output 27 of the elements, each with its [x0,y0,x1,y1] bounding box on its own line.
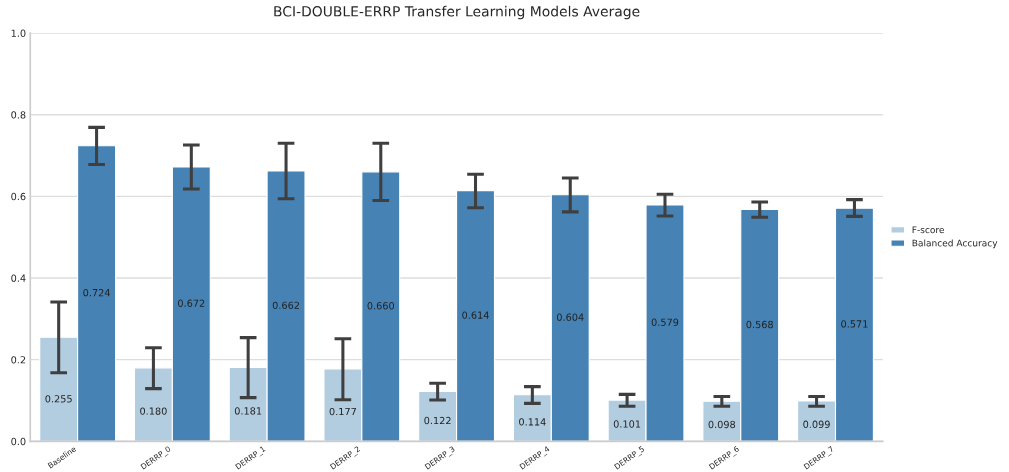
data-label: 0.604 [556,313,584,321]
y-tick-label: 0.6 [11,192,26,201]
data-label: 0.180 [140,407,167,415]
data-label: 0.122 [424,416,451,425]
y-tick-label: 0.8 [11,111,26,119]
data-label: 0.672 [178,299,205,307]
data-label: 0.724 [83,288,110,297]
legend-label: F-score [912,226,944,234]
data-label: 0.614 [462,311,489,319]
data-label: 0.099 [803,420,830,428]
y-tick-label: 1.0 [11,29,26,37]
y-tick-label: 0.4 [11,274,26,282]
data-label: 0.579 [651,318,679,326]
data-label: 0.568 [746,320,773,329]
legend-label: Balanced Accuracy [912,239,998,249]
data-label: 0.098 [708,420,736,429]
y-tick-label: 0.0 [11,437,26,446]
data-label: 0.101 [613,420,641,428]
data-label: 0.662 [272,301,299,309]
y-tick-label: 0.2 [11,356,26,364]
data-label: 0.660 [367,302,395,310]
data-label: 0.177 [329,407,356,416]
data-label: 0.181 [234,407,262,415]
data-label: 0.255 [45,395,72,403]
data-label: 0.114 [519,418,546,426]
chart-title: BCI-DOUBLE-ERRP Transfer Learning Models Average [274,5,640,20]
data-label: 0.571 [841,320,868,328]
